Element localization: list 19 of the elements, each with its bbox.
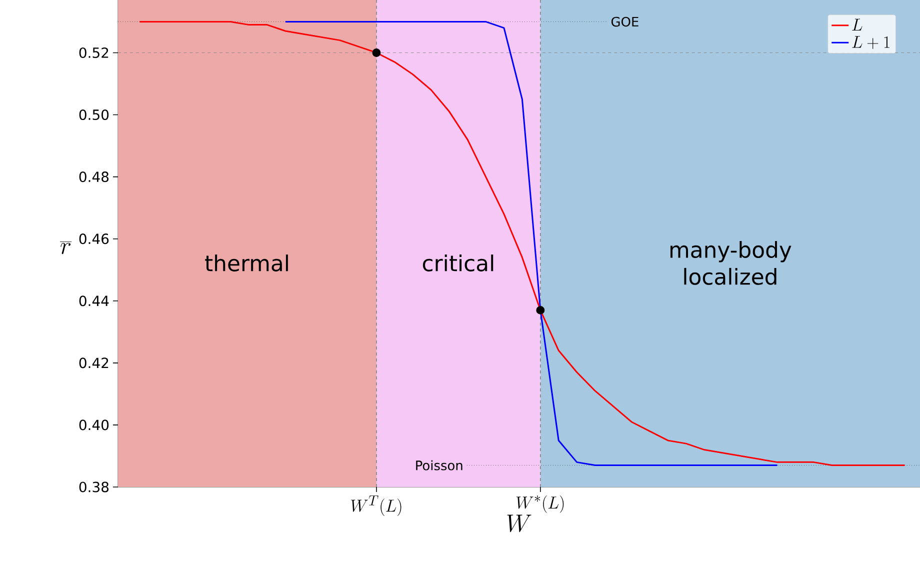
annotation: many-body localized bbox=[670, 241, 792, 285]
annotation: thermal bbox=[205, 254, 288, 272]
legend-label: $L+1$ bbox=[852, 36, 890, 49]
y-axis-title: $\overline{r}$ bbox=[60, 242, 72, 254]
ref-line-label: Poisson bbox=[416, 460, 462, 470]
ref-line-label: GOE bbox=[611, 16, 638, 27]
y-tick-label: 0.52 bbox=[79, 47, 108, 58]
x-tick-label: $W^T(L)$ bbox=[351, 496, 402, 516]
y-tick-label: 0.46 bbox=[79, 234, 109, 244]
band-label: critical bbox=[422, 254, 494, 272]
y-tick-label: 0.50 bbox=[79, 109, 109, 120]
x-tick-label: $W^*(L)$ bbox=[516, 496, 564, 513]
y-tick-label: 0.38 bbox=[79, 482, 109, 492]
y-tick-label: 0.44 bbox=[79, 296, 109, 306]
x-axis-title: $W$ bbox=[507, 514, 532, 532]
y-tick-label: 0.42 bbox=[79, 358, 108, 368]
y-tick-label: 0.48 bbox=[79, 172, 109, 182]
legend-label: $L$ bbox=[852, 18, 862, 31]
y-tick-label: 0.40 bbox=[79, 420, 109, 430]
